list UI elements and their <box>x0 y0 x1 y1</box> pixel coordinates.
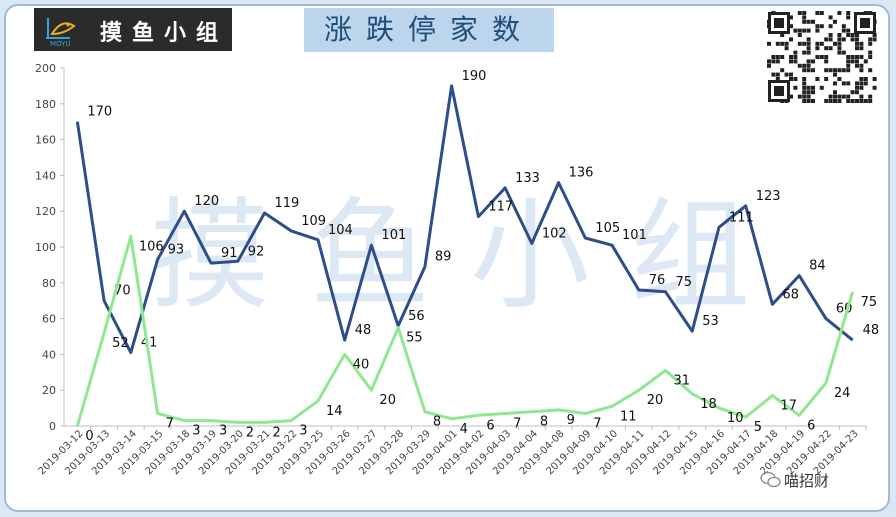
data-label-up: 111 <box>729 210 754 225</box>
y-tick-label: 20 <box>42 384 56 397</box>
data-label-down: 7 <box>513 416 521 431</box>
data-label-down: 0 <box>85 429 93 444</box>
brand-logo: MOYU 摸鱼小组 <box>34 8 232 51</box>
data-label-down: 9 <box>567 413 575 428</box>
data-label-up: 89 <box>435 250 452 265</box>
data-label-up: 136 <box>569 166 594 181</box>
data-label-up: 48 <box>355 323 372 338</box>
data-label-down: 7 <box>593 416 601 431</box>
data-label-up: 93 <box>168 243 185 258</box>
data-label-up: 190 <box>462 69 487 84</box>
data-label-up: 101 <box>381 228 406 243</box>
data-label-down: 11 <box>620 409 637 424</box>
data-label-up: 101 <box>622 228 647 243</box>
data-label-down: 3 <box>299 424 307 439</box>
data-label-down: 8 <box>433 415 441 430</box>
data-label-down: 31 <box>674 374 691 389</box>
y-tick-label: 40 <box>42 348 56 361</box>
data-label-down: 3 <box>192 424 200 439</box>
data-label-up: 84 <box>809 259 826 274</box>
data-label-down: 20 <box>647 393 664 408</box>
data-label-up: 92 <box>248 244 265 259</box>
data-label-up: 117 <box>488 200 513 215</box>
data-label-down: 18 <box>700 397 717 412</box>
data-label-up: 53 <box>702 314 719 329</box>
data-label-up: 75 <box>676 275 693 290</box>
data-label-up: 105 <box>595 221 620 236</box>
data-label-up: 104 <box>328 223 353 238</box>
y-tick-label: 0 <box>49 420 56 433</box>
data-label-down: 24 <box>834 386 851 401</box>
data-label-down: 52 <box>112 336 129 351</box>
data-label-up: 91 <box>221 246 238 261</box>
y-tick-label: 120 <box>35 205 56 218</box>
y-tick-label: 80 <box>42 277 56 290</box>
data-label-up: 68 <box>782 287 799 302</box>
logo-text: MOYU <box>50 40 71 48</box>
data-label-down: 7 <box>166 416 174 431</box>
y-tick-label: 100 <box>35 241 56 254</box>
data-label-down: 3 <box>219 424 227 439</box>
data-label-up: 109 <box>301 214 326 229</box>
wechat-attribution: 喵招财 <box>758 470 878 492</box>
data-label-down: 4 <box>460 422 468 437</box>
data-label-up: 70 <box>114 284 131 299</box>
data-label-up: 119 <box>275 196 300 211</box>
logo-mark-icon: MOYU <box>46 18 76 48</box>
data-label-down: 10 <box>727 411 744 426</box>
data-label-up: 48 <box>863 323 880 338</box>
data-label-down: 6 <box>807 418 815 433</box>
data-label-up: 170 <box>87 105 112 120</box>
y-tick-label: 160 <box>35 134 56 147</box>
data-label-down: 17 <box>780 399 797 414</box>
watermark: 摸鱼小组 <box>150 187 790 326</box>
y-tick-label: 180 <box>35 98 56 111</box>
data-label-down: 40 <box>353 357 370 372</box>
y-tick-label: 140 <box>35 169 56 182</box>
data-label-down: 75 <box>861 295 878 310</box>
data-label-up: 102 <box>542 226 567 241</box>
data-label-down: 106 <box>139 239 164 254</box>
series-line-up <box>75 84 854 355</box>
data-label-up: 123 <box>756 189 781 204</box>
series-line-down <box>75 234 855 427</box>
qr-code-icon <box>766 10 878 104</box>
chart-frame <box>4 4 890 512</box>
data-label-up: 120 <box>194 194 219 209</box>
data-label-down: 14 <box>326 404 343 419</box>
data-label-down: 2 <box>273 425 281 440</box>
wechat-label: 喵招财 <box>784 472 830 490</box>
data-label-down: 55 <box>406 331 423 346</box>
page-title: 涨跌停家数 <box>304 8 554 52</box>
data-label-down: 8 <box>540 415 548 430</box>
data-label-up: 56 <box>408 309 425 324</box>
brand-name: 摸鱼小组 <box>100 20 229 46</box>
data-label-up: 76 <box>649 273 666 288</box>
data-label-down: 5 <box>754 420 762 435</box>
data-label-up: 133 <box>515 171 540 186</box>
y-tick-label: 200 <box>35 62 56 75</box>
data-label-down: 6 <box>486 418 494 433</box>
wechat-icon <box>760 471 781 488</box>
data-label-down: 2 <box>246 425 254 440</box>
data-label-down: 20 <box>379 393 396 408</box>
y-tick-label: 60 <box>42 313 56 326</box>
